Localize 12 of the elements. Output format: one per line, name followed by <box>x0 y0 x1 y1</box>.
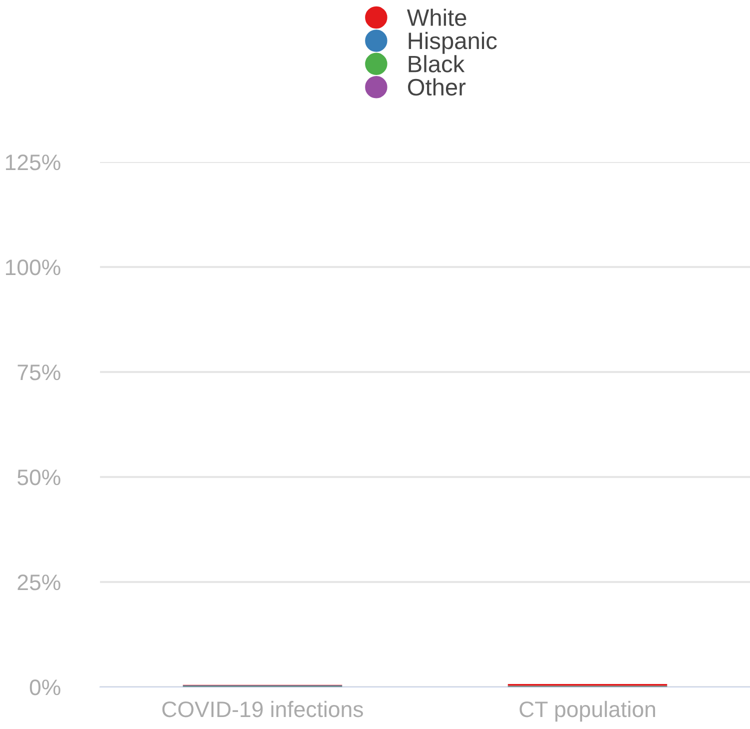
legend-label: White <box>406 8 466 26</box>
legend-label: Other <box>408 78 466 96</box>
x-tick-label: COVID-19 infections <box>162 700 363 718</box>
y-tick-label: 100% <box>6 260 60 276</box>
y-tick-label: 75% <box>18 364 60 380</box>
legend-label: Hispanic <box>408 32 497 54</box>
y-tick-label: 50% <box>18 470 60 486</box>
x-tick-label: CT population <box>520 700 656 722</box>
y-tick-label: 25% <box>18 574 60 590</box>
legend-label: Black <box>408 55 465 72</box>
y-tick-label: 125% <box>6 154 60 170</box>
y-tick-label: 0% <box>30 680 60 696</box>
